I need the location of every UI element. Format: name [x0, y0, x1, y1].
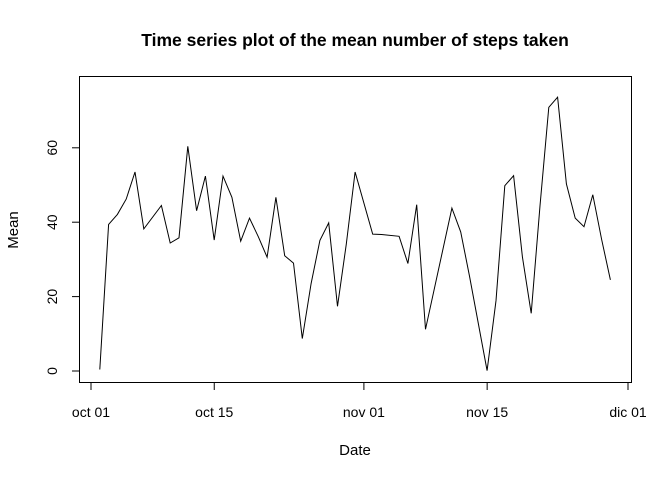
chart-title: Time series plot of the mean number of s… — [141, 30, 569, 50]
y-tick-label: 60 — [44, 140, 60, 156]
y-tick-label: 40 — [44, 214, 60, 230]
x-axis: oct 01 oct 15 nov 01 nov 15 dic 01 — [72, 382, 647, 420]
y-axis: 0 20 40 60 — [44, 140, 80, 375]
x-tick-label: dic 01 — [609, 404, 647, 420]
x-tick-label: nov 01 — [343, 404, 385, 420]
y-tick-label: 20 — [44, 289, 60, 305]
x-tick-label: oct 15 — [195, 404, 233, 420]
y-tick-label: 0 — [44, 367, 60, 375]
x-tick-label: oct 01 — [72, 404, 110, 420]
x-axis-label: Date — [339, 442, 371, 459]
y-axis-label: Mean — [5, 211, 22, 249]
plot-frame — [79, 76, 632, 383]
series-line-mean — [99, 96, 611, 371]
x-tick-label: nov 15 — [466, 404, 508, 420]
